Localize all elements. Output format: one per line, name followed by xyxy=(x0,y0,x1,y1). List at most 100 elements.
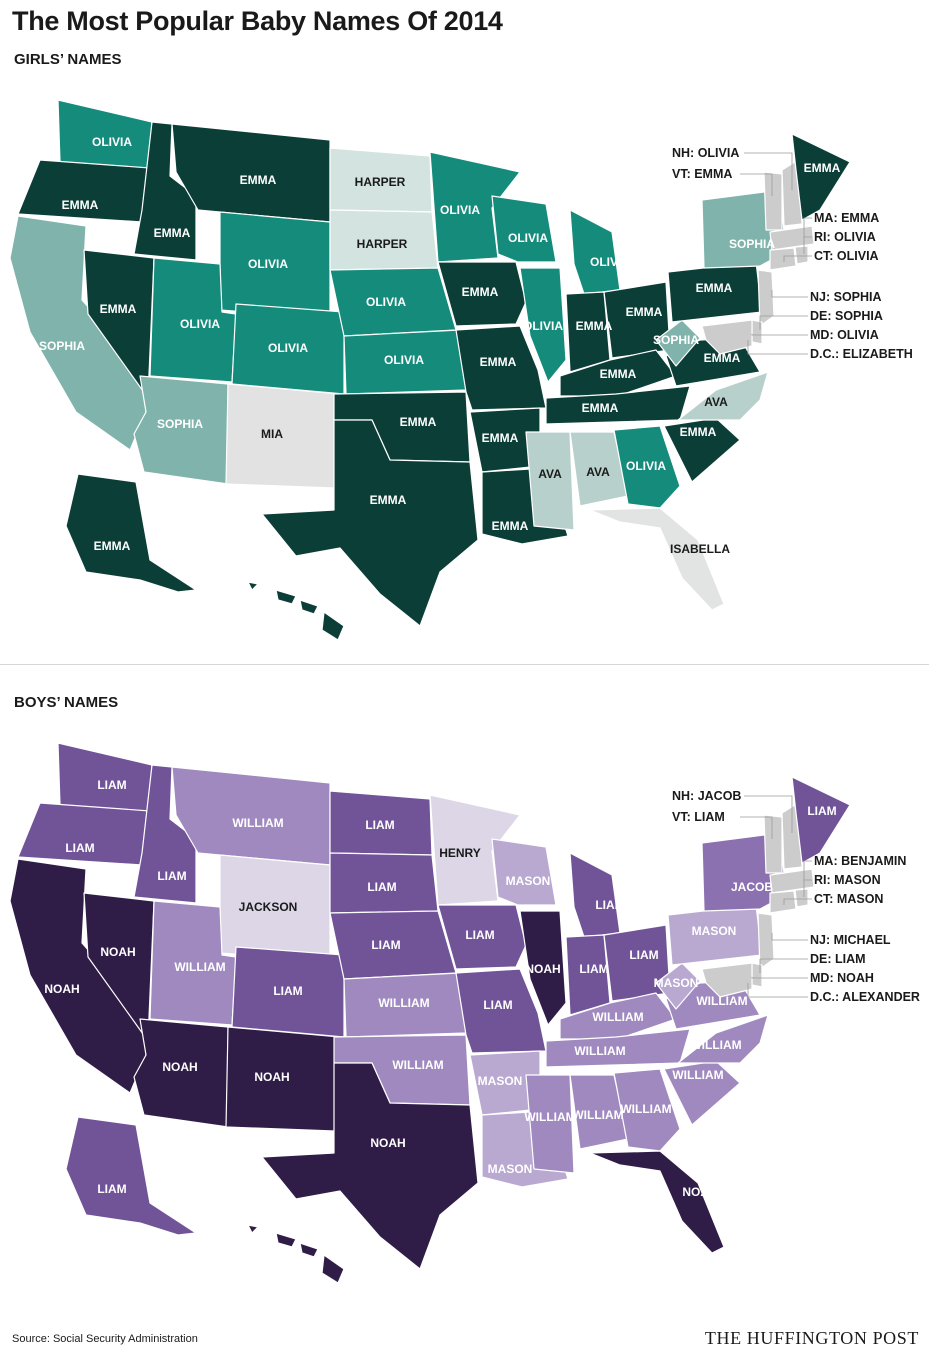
callout-label: NH: JACOB xyxy=(672,789,741,803)
callout-label: CT: OLIVIA xyxy=(814,249,879,263)
state-shape-wv xyxy=(655,319,701,367)
state-shape-il xyxy=(519,910,567,1026)
state-label-oh: LIAM xyxy=(629,948,658,962)
state-shape-or xyxy=(17,802,151,866)
state-label-va: EMMA xyxy=(704,351,741,365)
state-shape-tx xyxy=(261,419,479,627)
callout-leader-line xyxy=(803,860,812,881)
state-shape-de xyxy=(751,962,763,988)
state-shape-wi xyxy=(491,838,557,906)
state-label-wv: MASON xyxy=(654,976,699,990)
state-label-ar: EMMA xyxy=(482,431,519,445)
state-label-nv: NOAH xyxy=(100,945,135,959)
state-label-mo: LIAM xyxy=(483,998,512,1012)
state-label-ny: SOPHIA xyxy=(729,237,775,251)
callout-leader-line xyxy=(751,334,808,336)
callout-label: VT: LIAM xyxy=(672,810,725,824)
state-label-nm: NOAH xyxy=(254,1070,289,1084)
state-shape-me xyxy=(791,776,851,864)
callout-label: RI: MASON xyxy=(814,873,881,887)
callout-label: VT: EMMA xyxy=(672,167,732,181)
state-label-ca: SOPHIA xyxy=(39,339,85,353)
state-label-mi: OLIVIA xyxy=(590,255,630,269)
state-label-nc: AVA xyxy=(704,395,728,409)
callout-leader-line xyxy=(740,816,773,839)
state-label-in: EMMA xyxy=(576,319,613,333)
state-label-la: EMMA xyxy=(492,519,529,533)
state-label-tn: EMMA xyxy=(582,401,619,415)
state-label-nd: HARPER xyxy=(355,175,406,189)
state-label-ga: WILLIAM xyxy=(620,1102,671,1116)
state-label-or: EMMA xyxy=(62,198,99,212)
state-label-mn: OLIVIA xyxy=(440,203,480,217)
state-shape-ga xyxy=(613,1068,681,1152)
state-label-ak: EMMA xyxy=(94,539,131,553)
state-shape-mn xyxy=(429,794,521,906)
state-label-la: MASON xyxy=(488,1162,533,1176)
callout-label: NJ: MICHAEL xyxy=(810,933,891,947)
state-label-ok: WILLIAM xyxy=(392,1058,443,1072)
callout-leader-line xyxy=(771,290,808,298)
callout-leader-line xyxy=(803,236,812,254)
callout-leader-line xyxy=(747,340,808,355)
state-label-nm: MIA xyxy=(261,427,283,441)
state-label-ga: OLIVIA xyxy=(626,459,666,473)
state-shape-ms xyxy=(525,431,575,531)
callout-leader-line xyxy=(803,217,812,238)
state-shape-ri xyxy=(794,245,809,265)
state-shape-vt xyxy=(763,171,783,231)
girls-section-heading: GIRLS’ NAMES xyxy=(14,51,122,68)
state-shape-mi xyxy=(569,852,621,938)
state-shape-or xyxy=(17,159,151,223)
state-label-tx: EMMA xyxy=(370,493,407,507)
state-label-or: LIAM xyxy=(65,841,94,855)
state-shape-id xyxy=(133,764,197,904)
state-shape-de xyxy=(751,319,763,345)
state-label-nv: EMMA xyxy=(100,302,137,316)
state-label-me: LIAM xyxy=(807,804,836,818)
state-label-va: WILLIAM xyxy=(696,994,747,1008)
state-label-il: OLIVIA xyxy=(523,319,563,333)
callout-label: MA: BENJAMIN xyxy=(814,854,906,868)
state-shape-vt xyxy=(763,814,783,874)
state-label-mt: EMMA xyxy=(240,173,277,187)
state-label-sc: WILLIAM xyxy=(672,1068,723,1082)
state-shape-me xyxy=(791,133,851,221)
state-label-wi: MASON xyxy=(506,874,551,888)
callout-leader-line xyxy=(759,315,808,330)
state-label-ak: LIAM xyxy=(97,1182,126,1196)
callout-leader-line xyxy=(783,255,812,262)
boys-names-map: LIAM LIAM NOAH LIAM NOAH WILLIAM JACKSON WILLIA… xyxy=(9,742,920,1284)
callout-label: D.C.: ALEXANDER xyxy=(810,990,920,1004)
state-label-sc: EMMA xyxy=(680,425,717,439)
callout-leader-line xyxy=(759,958,808,973)
state-shape-nm xyxy=(225,383,341,489)
state-label-ks: OLIVIA xyxy=(384,353,424,367)
state-shape-fl xyxy=(589,507,725,611)
state-label-ca: NOAH xyxy=(44,982,79,996)
state-label-wv: SOPHIA xyxy=(653,333,699,347)
source-note: Source: Social Security Administration xyxy=(12,1333,198,1345)
state-label-sd: LIAM xyxy=(367,880,396,894)
state-shape-ct xyxy=(769,247,797,271)
state-shape-ak xyxy=(65,1116,197,1236)
page-title: The Most Popular Baby Names Of 2014 xyxy=(12,6,503,36)
state-label-sd: HARPER xyxy=(357,237,408,251)
callout-leader-line xyxy=(783,898,812,905)
state-label-ut: OLIVIA xyxy=(180,317,220,331)
state-label-oh: EMMA xyxy=(626,305,663,319)
state-label-in: LIAM xyxy=(579,962,608,976)
state-label-wa: LIAM xyxy=(97,778,126,792)
callout-label: DE: SOPHIA xyxy=(810,309,883,323)
state-label-il: NOAH xyxy=(525,962,560,976)
state-shape-wv xyxy=(655,962,701,1010)
state-shape-ri xyxy=(794,888,809,908)
state-label-wy: JACKSON xyxy=(239,900,298,914)
state-label-pa: EMMA xyxy=(696,281,733,295)
state-label-ms: AVA xyxy=(538,467,562,481)
state-label-az: NOAH xyxy=(162,1060,197,1074)
state-label-ne: LIAM xyxy=(371,938,400,952)
state-shape-ia xyxy=(437,904,527,970)
state-label-id: LIAM xyxy=(157,869,186,883)
